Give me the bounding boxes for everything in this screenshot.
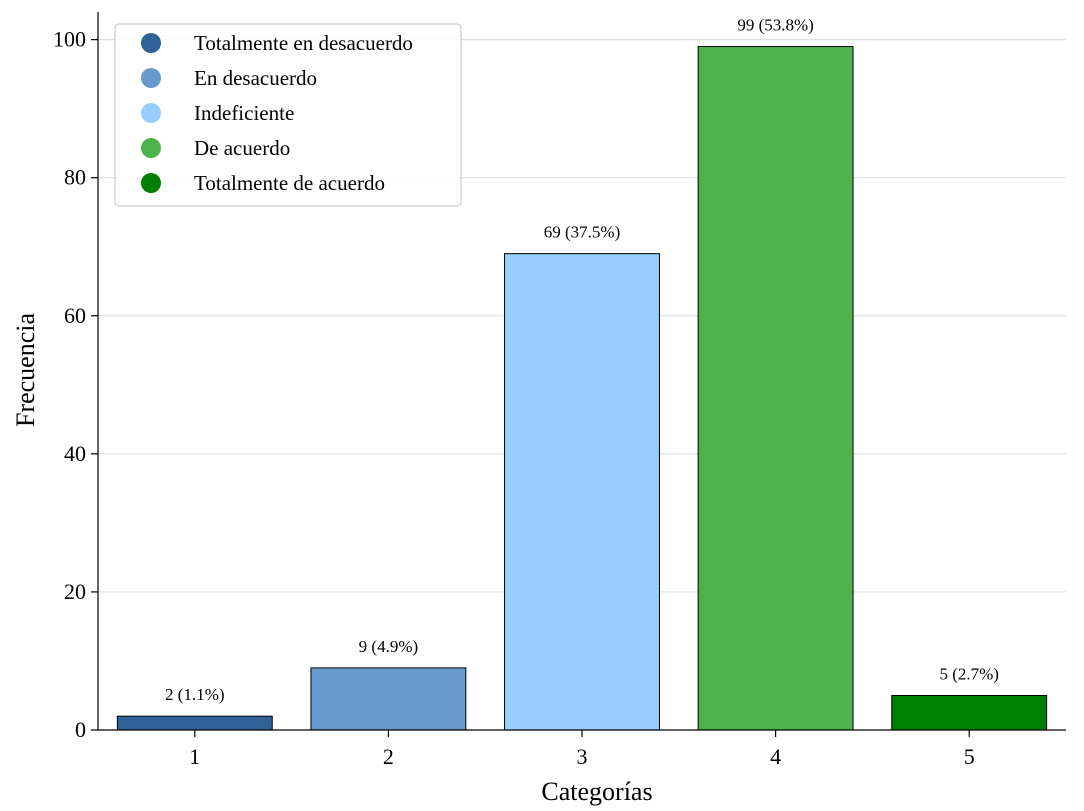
y-tick-label: 40 [64, 441, 86, 466]
legend-marker [141, 103, 161, 123]
y-tick-label: 0 [75, 717, 86, 742]
legend-label: Totalmente en desacuerdo [194, 31, 413, 55]
bar-value-label: 2 (1.1%) [165, 685, 224, 704]
bar-5 [891, 694, 1048, 731]
y-axis-title: Frecuencia [11, 313, 40, 428]
bar-1 [116, 715, 273, 731]
bar-4 [697, 46, 854, 731]
y-axis-ticks: 0 20 40 60 80 100 [53, 27, 98, 742]
legend: Totalmente en desacuerdo En desacuerdo Ind… [114, 23, 462, 207]
bar-2 [310, 667, 467, 731]
legend-box [114, 23, 462, 207]
legend-label: Totalmente de acuerdo [194, 171, 385, 195]
x-tick-label: 4 [770, 744, 781, 769]
legend-label: Indeficiente [194, 101, 294, 125]
y-tick-label: 60 [64, 303, 86, 328]
x-tick-label: 5 [964, 744, 975, 769]
legend-marker [141, 33, 161, 53]
legend-label: De acuerdo [194, 136, 290, 160]
bar-value-label: 69 (37.5%) [544, 223, 620, 242]
bar-value-labels: 2 (1.1%) 9 (4.9%) 69 (37.5%) 99 (53.8%) 5 (2… [165, 16, 999, 705]
x-tick-label: 2 [383, 744, 394, 769]
legend-marker [141, 173, 161, 193]
bar-value-label: 5 (2.7%) [939, 664, 998, 683]
legend-marker [141, 68, 161, 88]
bar-value-label: 99 (53.8%) [737, 16, 813, 35]
x-axis-ticks: 1 2 3 4 5 [189, 730, 975, 769]
bars [116, 46, 1048, 731]
x-axis-title: Categorías [541, 777, 652, 806]
y-tick-label: 100 [53, 27, 86, 52]
bar-value-label: 9 (4.9%) [359, 637, 418, 656]
legend-entries: Totalmente en desacuerdo En desacuerdo Ind… [141, 31, 413, 195]
x-tick-label: 1 [189, 744, 200, 769]
legend-marker [141, 138, 161, 158]
legend-label: En desacuerdo [194, 66, 317, 90]
bar-3 [504, 253, 660, 731]
y-tick-label: 80 [64, 165, 86, 190]
y-tick-label: 20 [64, 579, 86, 604]
x-tick-label: 3 [577, 744, 588, 769]
